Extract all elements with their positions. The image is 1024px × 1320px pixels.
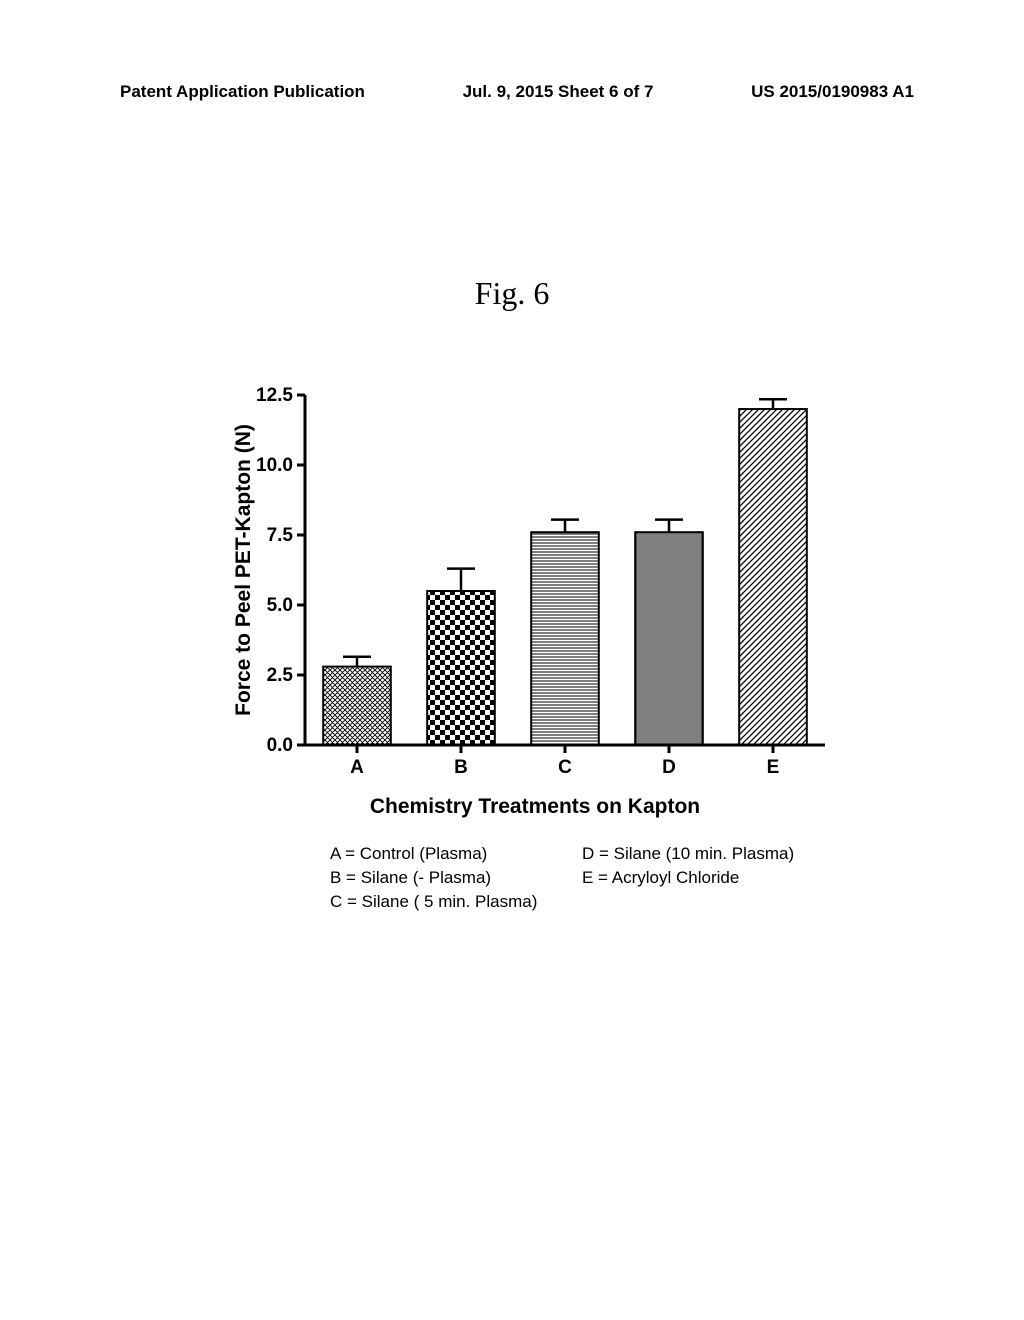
bar-chart: 0.0 2.5 5.0 7.5 10.0 12.5 A B C D E Force to Peel P… xyxy=(230,380,840,790)
legend-item: A = Control (Plasma) xyxy=(330,842,582,866)
header-left: Patent Application Publication xyxy=(120,82,365,102)
patent-header: Patent Application Publication Jul. 9, 2… xyxy=(0,82,1024,102)
figure-title: Fig. 6 xyxy=(0,275,1024,312)
svg-text:E: E xyxy=(767,757,780,778)
svg-text:5.0: 5.0 xyxy=(267,595,293,616)
svg-text:B: B xyxy=(454,757,468,778)
legend-item: E = Acryloyl Chloride xyxy=(582,866,739,890)
svg-text:0.0: 0.0 xyxy=(267,735,293,756)
x-axis-label: Chemistry Treatments on Kapton xyxy=(230,795,840,819)
svg-text:C: C xyxy=(558,757,572,778)
legend-item: B = Silane (- Plasma) xyxy=(330,866,582,890)
svg-text:10.0: 10.0 xyxy=(256,455,293,476)
header-center: Jul. 9, 2015 Sheet 6 of 7 xyxy=(463,82,654,102)
svg-text:A: A xyxy=(350,757,364,778)
svg-text:D: D xyxy=(662,757,676,778)
legend-item: D = Silane (10 min. Plasma) xyxy=(582,842,794,866)
svg-text:7.5: 7.5 xyxy=(267,525,294,546)
header-right: US 2015/0190983 A1 xyxy=(751,82,914,102)
legend-item: C = Silane ( 5 min. Plasma) xyxy=(330,890,582,914)
chart-svg: 0.0 2.5 5.0 7.5 10.0 12.5 A B C D E Force to Peel P… xyxy=(230,380,840,790)
svg-text:Force to Peel PET-Kapton (N): Force to Peel PET-Kapton (N) xyxy=(232,424,255,716)
svg-text:12.5: 12.5 xyxy=(256,385,293,406)
svg-text:2.5: 2.5 xyxy=(267,665,294,686)
chart-legend: A = Control (Plasma) D = Silane (10 min.… xyxy=(330,842,794,913)
